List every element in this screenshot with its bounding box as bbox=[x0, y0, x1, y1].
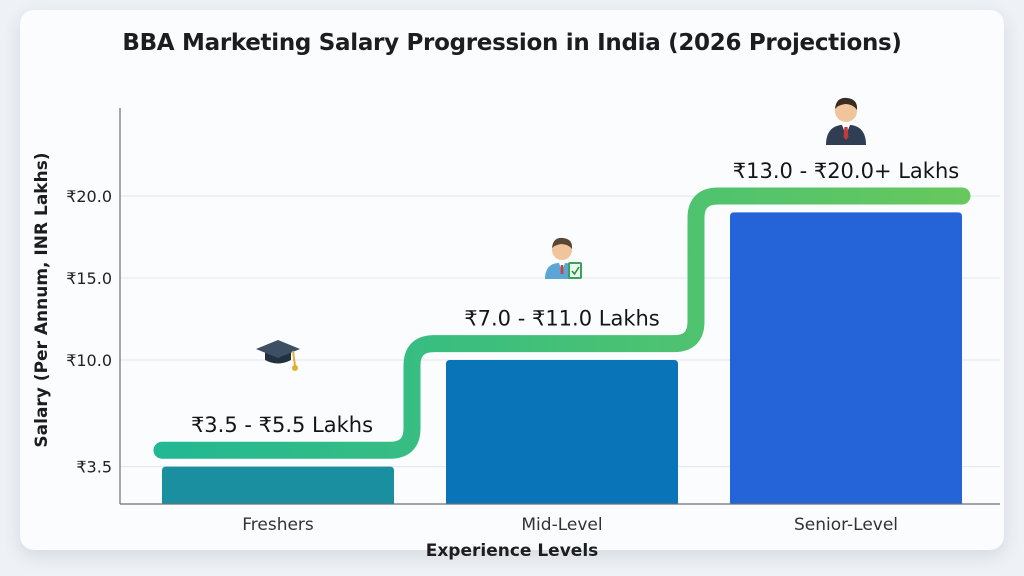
x-axis-label: Experience Levels bbox=[425, 541, 599, 561]
x-tick-label: Freshers bbox=[242, 515, 314, 535]
chart-title: BBA Marketing Salary Progression in Indi… bbox=[122, 30, 902, 56]
employee-checklist-icon bbox=[545, 237, 582, 279]
y-tick-label: ₹20.0 bbox=[66, 187, 112, 206]
y-tick-label: ₹15.0 bbox=[66, 269, 112, 288]
range-label: ₹7.0 - ₹11.0 Lakhs bbox=[464, 307, 659, 331]
y-tick-label: ₹3.5 bbox=[76, 458, 112, 477]
x-tick-label: Mid-Level bbox=[521, 515, 602, 535]
bar-senior-level bbox=[730, 212, 962, 504]
graduation-cap-icon bbox=[256, 340, 300, 371]
x-tick-label: Senior-Level bbox=[794, 515, 898, 535]
businessman-icon bbox=[826, 97, 866, 145]
range-label: ₹13.0 - ₹20.0+ Lakhs bbox=[733, 159, 959, 183]
y-tick-label: ₹10.0 bbox=[66, 351, 112, 370]
y-axis-label: Salary (Per Annum, INR Lakhs) bbox=[32, 152, 52, 448]
salary-step-line bbox=[153, 187, 971, 459]
bar-mid-level bbox=[446, 360, 678, 504]
range-label: ₹3.5 - ₹5.5 Lakhs bbox=[191, 413, 373, 437]
bar-freshers bbox=[162, 466, 394, 504]
